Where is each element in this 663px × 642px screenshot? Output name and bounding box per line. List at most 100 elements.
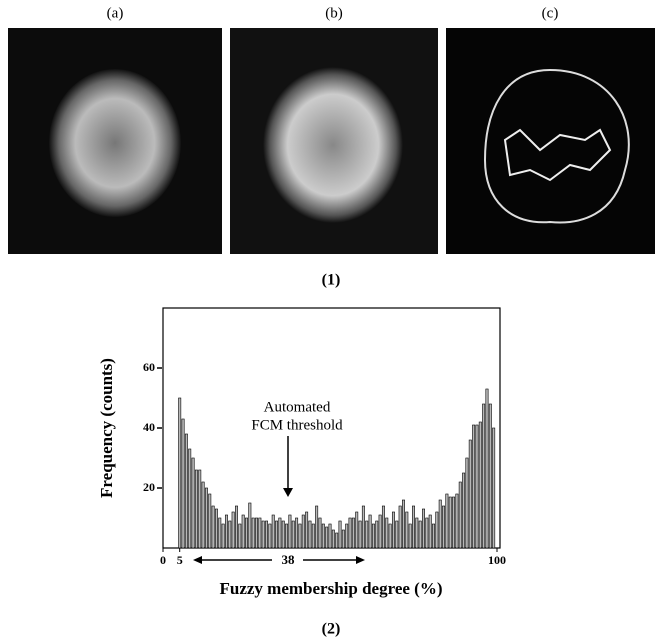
bar bbox=[351, 517, 355, 549]
y-axis-label: Frequency (counts) bbox=[97, 358, 116, 498]
bar bbox=[435, 511, 439, 549]
bar bbox=[251, 517, 255, 549]
bar bbox=[184, 433, 188, 549]
bar bbox=[181, 418, 185, 549]
bar bbox=[295, 517, 299, 549]
bar bbox=[405, 511, 409, 549]
bar bbox=[361, 505, 365, 549]
bar bbox=[318, 517, 322, 549]
bar bbox=[214, 508, 218, 549]
bar bbox=[365, 520, 369, 549]
bar bbox=[231, 511, 235, 549]
bar bbox=[218, 517, 222, 549]
bar bbox=[281, 520, 285, 549]
bar bbox=[442, 505, 446, 549]
bar bbox=[308, 520, 312, 549]
bar bbox=[265, 520, 269, 549]
bar bbox=[261, 520, 265, 549]
caption: (2) bbox=[322, 621, 341, 638]
range-label: 38 bbox=[282, 552, 296, 567]
y-tick-label: 40 bbox=[143, 420, 155, 434]
bar bbox=[415, 517, 419, 549]
bar bbox=[285, 523, 289, 549]
bar bbox=[391, 511, 395, 549]
bar bbox=[245, 517, 248, 549]
bar bbox=[331, 529, 335, 549]
bar bbox=[375, 520, 379, 549]
bar bbox=[238, 523, 242, 549]
bar bbox=[458, 481, 462, 549]
scan-a bbox=[49, 69, 181, 217]
bar bbox=[485, 388, 489, 549]
bar bbox=[422, 508, 425, 549]
bar bbox=[224, 514, 228, 549]
x-axis-label: Fuzzy membership degree (%) bbox=[220, 579, 443, 598]
bar bbox=[335, 532, 339, 549]
bar bbox=[241, 514, 245, 549]
y-tick-label: 60 bbox=[143, 360, 155, 374]
bar bbox=[455, 493, 459, 549]
bar bbox=[445, 493, 449, 549]
bar bbox=[208, 493, 212, 549]
plot-frame bbox=[162, 307, 501, 549]
bar bbox=[198, 469, 202, 549]
bar bbox=[315, 505, 319, 549]
panel-label: (a) bbox=[107, 5, 124, 21]
bar bbox=[418, 520, 422, 549]
bar bbox=[408, 523, 412, 549]
bar bbox=[321, 523, 325, 549]
bar bbox=[291, 520, 295, 549]
bar bbox=[191, 457, 195, 549]
x-tick-label: 5 bbox=[177, 553, 183, 567]
bar bbox=[178, 397, 182, 549]
contour bbox=[483, 68, 630, 224]
bar bbox=[358, 520, 362, 549]
annotation: Automated bbox=[264, 399, 331, 415]
bar bbox=[194, 469, 198, 549]
bar bbox=[395, 520, 399, 549]
bar bbox=[448, 496, 452, 549]
bar bbox=[381, 505, 385, 549]
bar bbox=[425, 517, 429, 549]
bar bbox=[255, 517, 258, 549]
bar bbox=[348, 517, 352, 549]
bar bbox=[325, 526, 329, 549]
bar bbox=[438, 499, 442, 549]
bar bbox=[492, 427, 496, 549]
caption: (1) bbox=[322, 272, 341, 289]
bar bbox=[204, 487, 208, 549]
bar bbox=[328, 523, 332, 549]
bar bbox=[341, 529, 345, 549]
bar bbox=[305, 511, 309, 549]
bar bbox=[211, 505, 215, 549]
bar bbox=[452, 496, 456, 549]
bar bbox=[462, 472, 466, 549]
bar bbox=[235, 505, 238, 549]
annotation: FCM threshold bbox=[251, 417, 343, 433]
bar bbox=[258, 517, 262, 549]
panel-label: (c) bbox=[542, 5, 559, 21]
bar bbox=[428, 514, 432, 549]
bar bbox=[472, 424, 476, 549]
bar bbox=[402, 499, 405, 549]
bar bbox=[432, 523, 436, 549]
bar bbox=[275, 520, 279, 549]
bar bbox=[288, 514, 292, 549]
bar bbox=[482, 403, 486, 549]
bar bbox=[268, 523, 272, 549]
y-tick-label: 20 bbox=[143, 480, 155, 494]
bar bbox=[311, 523, 315, 549]
bar bbox=[385, 517, 389, 549]
panel-label: (b) bbox=[325, 5, 343, 21]
arrow-head bbox=[356, 556, 365, 564]
bar bbox=[378, 514, 382, 549]
arrow-head bbox=[193, 556, 202, 564]
bar bbox=[398, 505, 402, 549]
bar bbox=[345, 523, 349, 549]
bar bbox=[475, 424, 479, 549]
bar bbox=[221, 523, 225, 549]
contour-inner bbox=[503, 128, 612, 182]
arrow-head bbox=[283, 488, 293, 497]
bar bbox=[468, 439, 472, 549]
